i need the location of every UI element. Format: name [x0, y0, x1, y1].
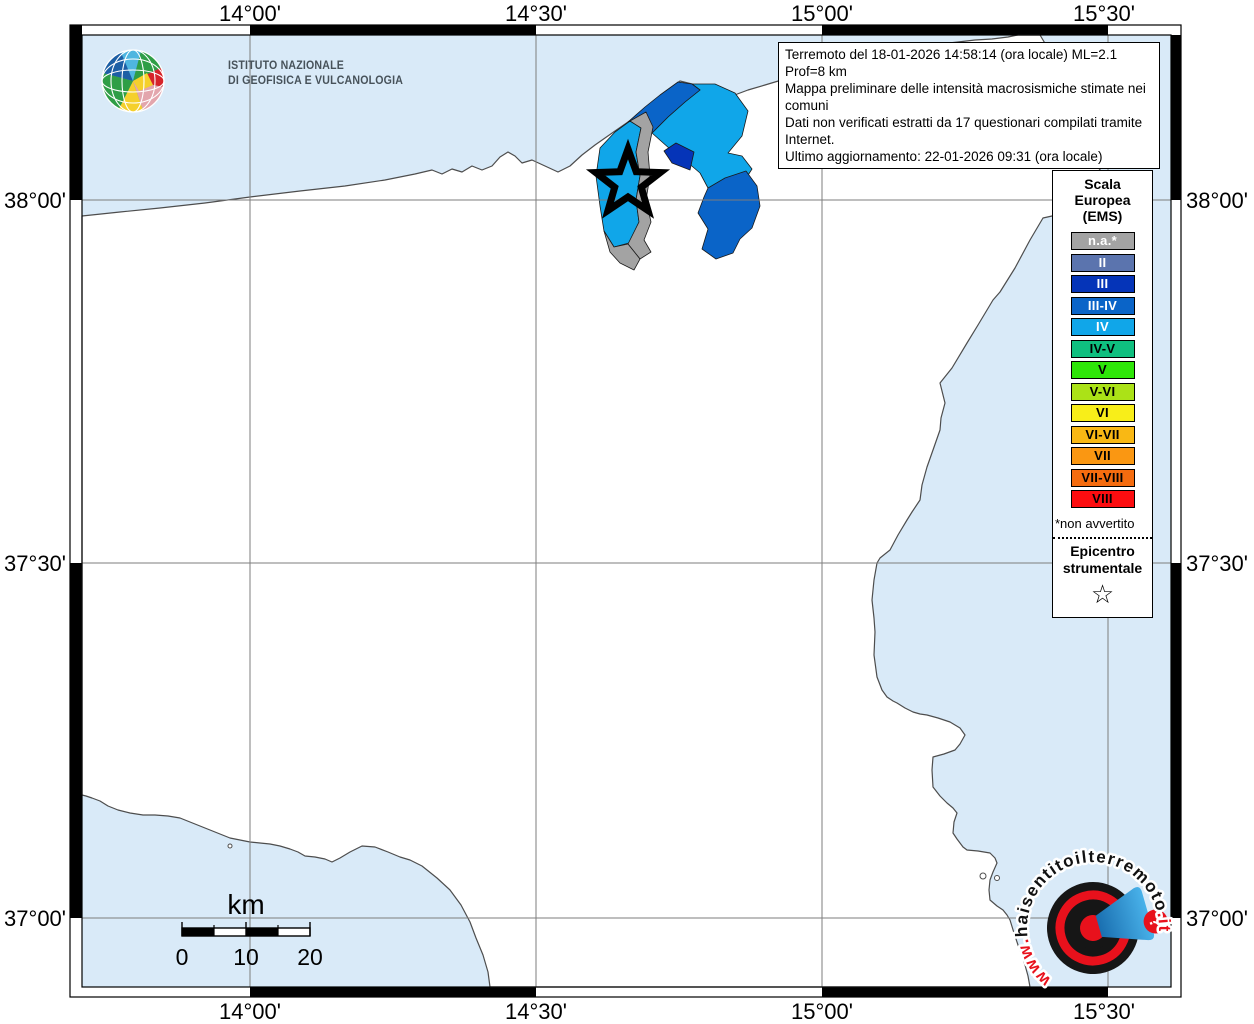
legend-item-ii: II — [1070, 253, 1135, 272]
axis-label-top-14-00: 14°00' — [219, 1, 281, 26]
islet — [227, 843, 1000, 881]
legend-box: Scala Europea (EMS) n.a.* II III III-IV … — [1052, 170, 1153, 618]
ingv-globe-icon — [101, 49, 165, 113]
axis-label-top-15-00: 15°00' — [791, 1, 853, 26]
legend-title: Scala Europea (EMS) — [1053, 176, 1152, 224]
event-info-line2: Mappa preliminare delle intensità macros… — [785, 81, 1146, 113]
epicenter-legend-line1: Epicentro — [1070, 542, 1135, 559]
legend-item-viii: VIII — [1070, 490, 1135, 509]
legend-item-na: n.a.* — [1070, 232, 1135, 251]
legend-items: n.a.* II III III-IV IV IV-V V V-VI VI VI… — [1053, 232, 1152, 509]
municipality-intensity-iii — [663, 142, 695, 171]
legend-item-vi: VI — [1070, 404, 1135, 423]
axis-label-top-14-30: 14°30' — [505, 1, 567, 26]
legend-item-iii: III — [1070, 275, 1135, 294]
axis-label-right-37-30: 37°30' — [1186, 551, 1248, 576]
ingv-logo-line1: ISTITUTO NAZIONALE — [228, 60, 344, 72]
legend-item-iv: IV — [1070, 318, 1135, 337]
epicenter-legend-line2: strumentale — [1062, 559, 1143, 576]
watermark-megaphone-icon — [1095, 886, 1155, 941]
event-info-line3: Dati non verificati estratti da 17 quest… — [785, 115, 1143, 147]
legend-title-line2: Europea — [1074, 192, 1131, 209]
epicenter-legend-label: Epicentro strumentale — [1053, 543, 1152, 577]
axis-label-left-37-00: 37°00' — [4, 906, 66, 931]
scale-label-10: 10 — [233, 944, 259, 970]
scale-label-20: 20 — [297, 944, 323, 970]
axis-label-right-38-00: 38°00' — [1186, 188, 1248, 213]
axis-label-left-38-00: 38°00' — [4, 188, 66, 213]
land-sicily — [81, 34, 1125, 988]
municipality-intensity-iii-iv — [697, 170, 761, 260]
ingv-logo-text: ISTITUTO NAZIONALE DI GEOFISICA E VULCAN… — [228, 59, 403, 89]
legend-separator — [1053, 536, 1152, 539]
axis-label-top-15-30: 15°30' — [1073, 1, 1135, 26]
ingv-logo-line2: DI GEOFISICA E VULCANOLOGIA — [228, 74, 404, 87]
watermark-question-icon: ? — [1143, 909, 1168, 934]
axis-label-right-37-00: 37°00' — [1186, 906, 1248, 931]
legend-item-vi-vii: VI-VII — [1070, 425, 1135, 444]
legend-title-line3: (EMS) — [1082, 208, 1123, 225]
epicenter-star — [585, 138, 671, 219]
axis-label-bottom-14-30: 14°30' — [505, 999, 567, 1024]
scale-bar: km 0 10 20 — [176, 889, 323, 970]
event-info-line1: Terremoto del 18-01-2026 14:58:14 (ora l… — [785, 47, 1118, 79]
epicenter-legend-star-icon: ☆ — [1090, 579, 1115, 610]
legend-item-v: V — [1070, 361, 1135, 380]
legend-footnote: *non avvertito — [1055, 515, 1135, 531]
legend-item-iv-v: IV-V — [1070, 339, 1135, 358]
scale-label-0: 0 — [176, 944, 189, 970]
axis-label-bottom-14-00: 14°00' — [219, 999, 281, 1024]
axis-label-left-37-30: 37°30' — [4, 551, 66, 576]
ingv-logo: ISTITUTO NAZIONALE DI GEOFISICA E VULCAN… — [98, 46, 428, 116]
legend-item-v-vi: V-VI — [1070, 382, 1135, 401]
legend-item-iii-iv: III-IV — [1070, 296, 1135, 315]
axis-label-bottom-15-30: 15°30' — [1073, 999, 1135, 1024]
event-info-line4: Ultimo aggiornamento: 22-01-2026 09:31 (… — [785, 149, 1103, 164]
municipality-intensity-na — [603, 230, 641, 271]
event-info-box: Terremoto del 18-01-2026 14:58:14 (ora l… — [778, 42, 1160, 169]
scale-bar-unit: km — [227, 889, 264, 920]
axis-label-bottom-15-00: 15°00' — [791, 999, 853, 1024]
legend-item-vii: VII — [1070, 447, 1135, 466]
legend-title-line1: Scala — [1084, 176, 1121, 192]
legend-item-vii-viii: VII-VIII — [1070, 468, 1135, 487]
